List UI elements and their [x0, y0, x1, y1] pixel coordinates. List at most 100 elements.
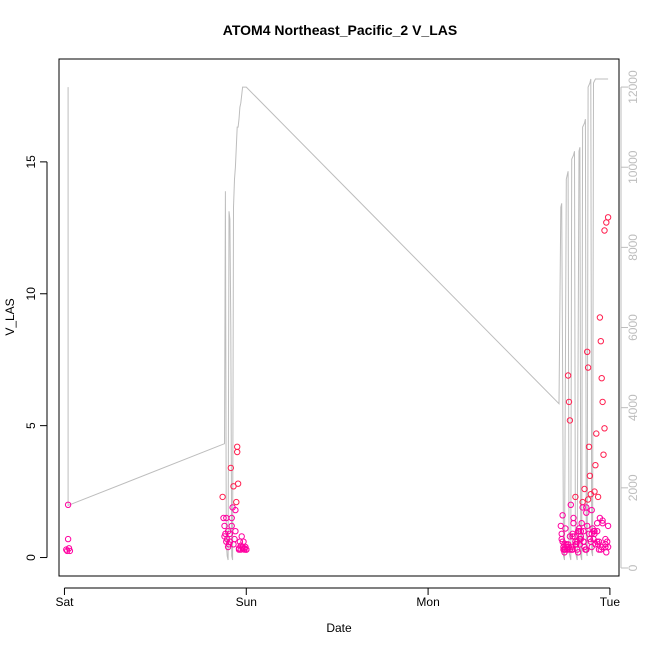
- data-point: [599, 398, 606, 406]
- data-point: [599, 520, 606, 527]
- data-point: [574, 549, 582, 556]
- data-point: [64, 501, 72, 508]
- data-point: [231, 535, 238, 543]
- data-point: [587, 538, 594, 545]
- data-point: [227, 464, 235, 472]
- data-point: [226, 530, 234, 537]
- data-point: [578, 520, 585, 527]
- points-layer: [63, 214, 612, 556]
- x-tick-label: Sun: [236, 595, 257, 609]
- y-axis-right: 0 2000 4000 6000 8000 10000 12000: [620, 70, 640, 571]
- data-point: [579, 504, 586, 511]
- data-point: [586, 472, 594, 479]
- data-point: [233, 498, 240, 506]
- y-axis-label: V_LAS: [3, 298, 17, 335]
- data-point: [581, 485, 588, 493]
- data-point: [594, 493, 602, 501]
- data-point: [561, 549, 568, 556]
- y2-tick-label: 12000: [626, 70, 640, 104]
- y2-tick-label: 2000: [626, 474, 640, 501]
- data-point: [228, 522, 235, 530]
- data-point: [221, 522, 228, 530]
- data-point: [562, 525, 569, 532]
- data-point: [584, 496, 592, 503]
- data-point: [569, 533, 576, 540]
- altitude-line-layer: [67, 78, 609, 561]
- data-point: [584, 348, 591, 355]
- data-point: [598, 543, 605, 551]
- data-point: [230, 483, 237, 490]
- x-axis: Sat Sun Mon Tue: [55, 587, 621, 609]
- data-point: [565, 543, 573, 551]
- y-tick-label: 15: [24, 155, 38, 169]
- data-point: [232, 506, 239, 514]
- data-point: [220, 514, 227, 522]
- data-point: [600, 451, 607, 458]
- x-tick-label: Mon: [416, 595, 439, 609]
- data-point: [596, 314, 604, 321]
- data-point: [240, 538, 247, 545]
- data-point: [64, 535, 72, 543]
- data-point: [597, 338, 604, 345]
- chart-title: ATOM4 Northeast_Pacific_2 V_LAS: [223, 22, 457, 38]
- y-tick-label: 5: [24, 422, 38, 429]
- data-point: [592, 462, 599, 469]
- data-point: [234, 448, 241, 456]
- data-point: [565, 398, 573, 406]
- data-point: [558, 535, 565, 543]
- data-point: [566, 417, 574, 424]
- data-point: [591, 530, 598, 537]
- data-point: [66, 547, 74, 555]
- data-point: [604, 543, 612, 551]
- data-point: [603, 219, 610, 226]
- data-point: [580, 528, 587, 535]
- data-point: [569, 530, 576, 537]
- y2-tick-label: 6000: [626, 314, 640, 341]
- y-axis-left: 0 5 10 15: [24, 155, 48, 561]
- data-point: [585, 443, 593, 450]
- data-point: [604, 214, 612, 221]
- data-point: [596, 514, 604, 522]
- data-point: [570, 520, 577, 527]
- data-point: [584, 522, 591, 530]
- data-point: [572, 493, 579, 501]
- data-point: [583, 546, 590, 553]
- data-point: [584, 364, 592, 371]
- x-tick-label: Sat: [55, 595, 74, 609]
- data-point: [576, 535, 584, 543]
- data-point: [232, 528, 239, 535]
- data-point: [557, 522, 564, 530]
- data-point: [593, 430, 600, 437]
- data-point: [604, 522, 612, 530]
- data-point: [577, 528, 584, 535]
- data-point: [567, 501, 574, 508]
- data-point: [564, 372, 572, 379]
- data-point: [598, 375, 605, 382]
- altitude-line: [67, 78, 609, 561]
- x-tick-label: Tue: [600, 595, 621, 609]
- y2-tick-label: 8000: [626, 234, 640, 261]
- y2-tick-label: 10000: [626, 150, 640, 184]
- data-point: [591, 528, 598, 535]
- data-point: [583, 504, 590, 511]
- plot-frame: [58, 58, 620, 577]
- data-point: [243, 546, 250, 553]
- data-point: [603, 549, 610, 556]
- data-point: [559, 512, 566, 519]
- y-tick-label: 0: [24, 554, 38, 561]
- data-point: [601, 227, 608, 234]
- data-point: [573, 541, 580, 548]
- data-point: [234, 443, 241, 450]
- data-point: [602, 535, 609, 543]
- data-point: [228, 514, 235, 522]
- data-point: [219, 493, 226, 501]
- y2-tick-label: 4000: [626, 394, 640, 421]
- data-point: [241, 545, 248, 552]
- y2-tick-label: 0: [626, 564, 640, 571]
- data-point: [591, 488, 598, 495]
- data-point: [588, 506, 595, 514]
- data-point: [594, 520, 601, 527]
- y-tick-label: 10: [24, 287, 38, 301]
- data-point: [238, 533, 245, 540]
